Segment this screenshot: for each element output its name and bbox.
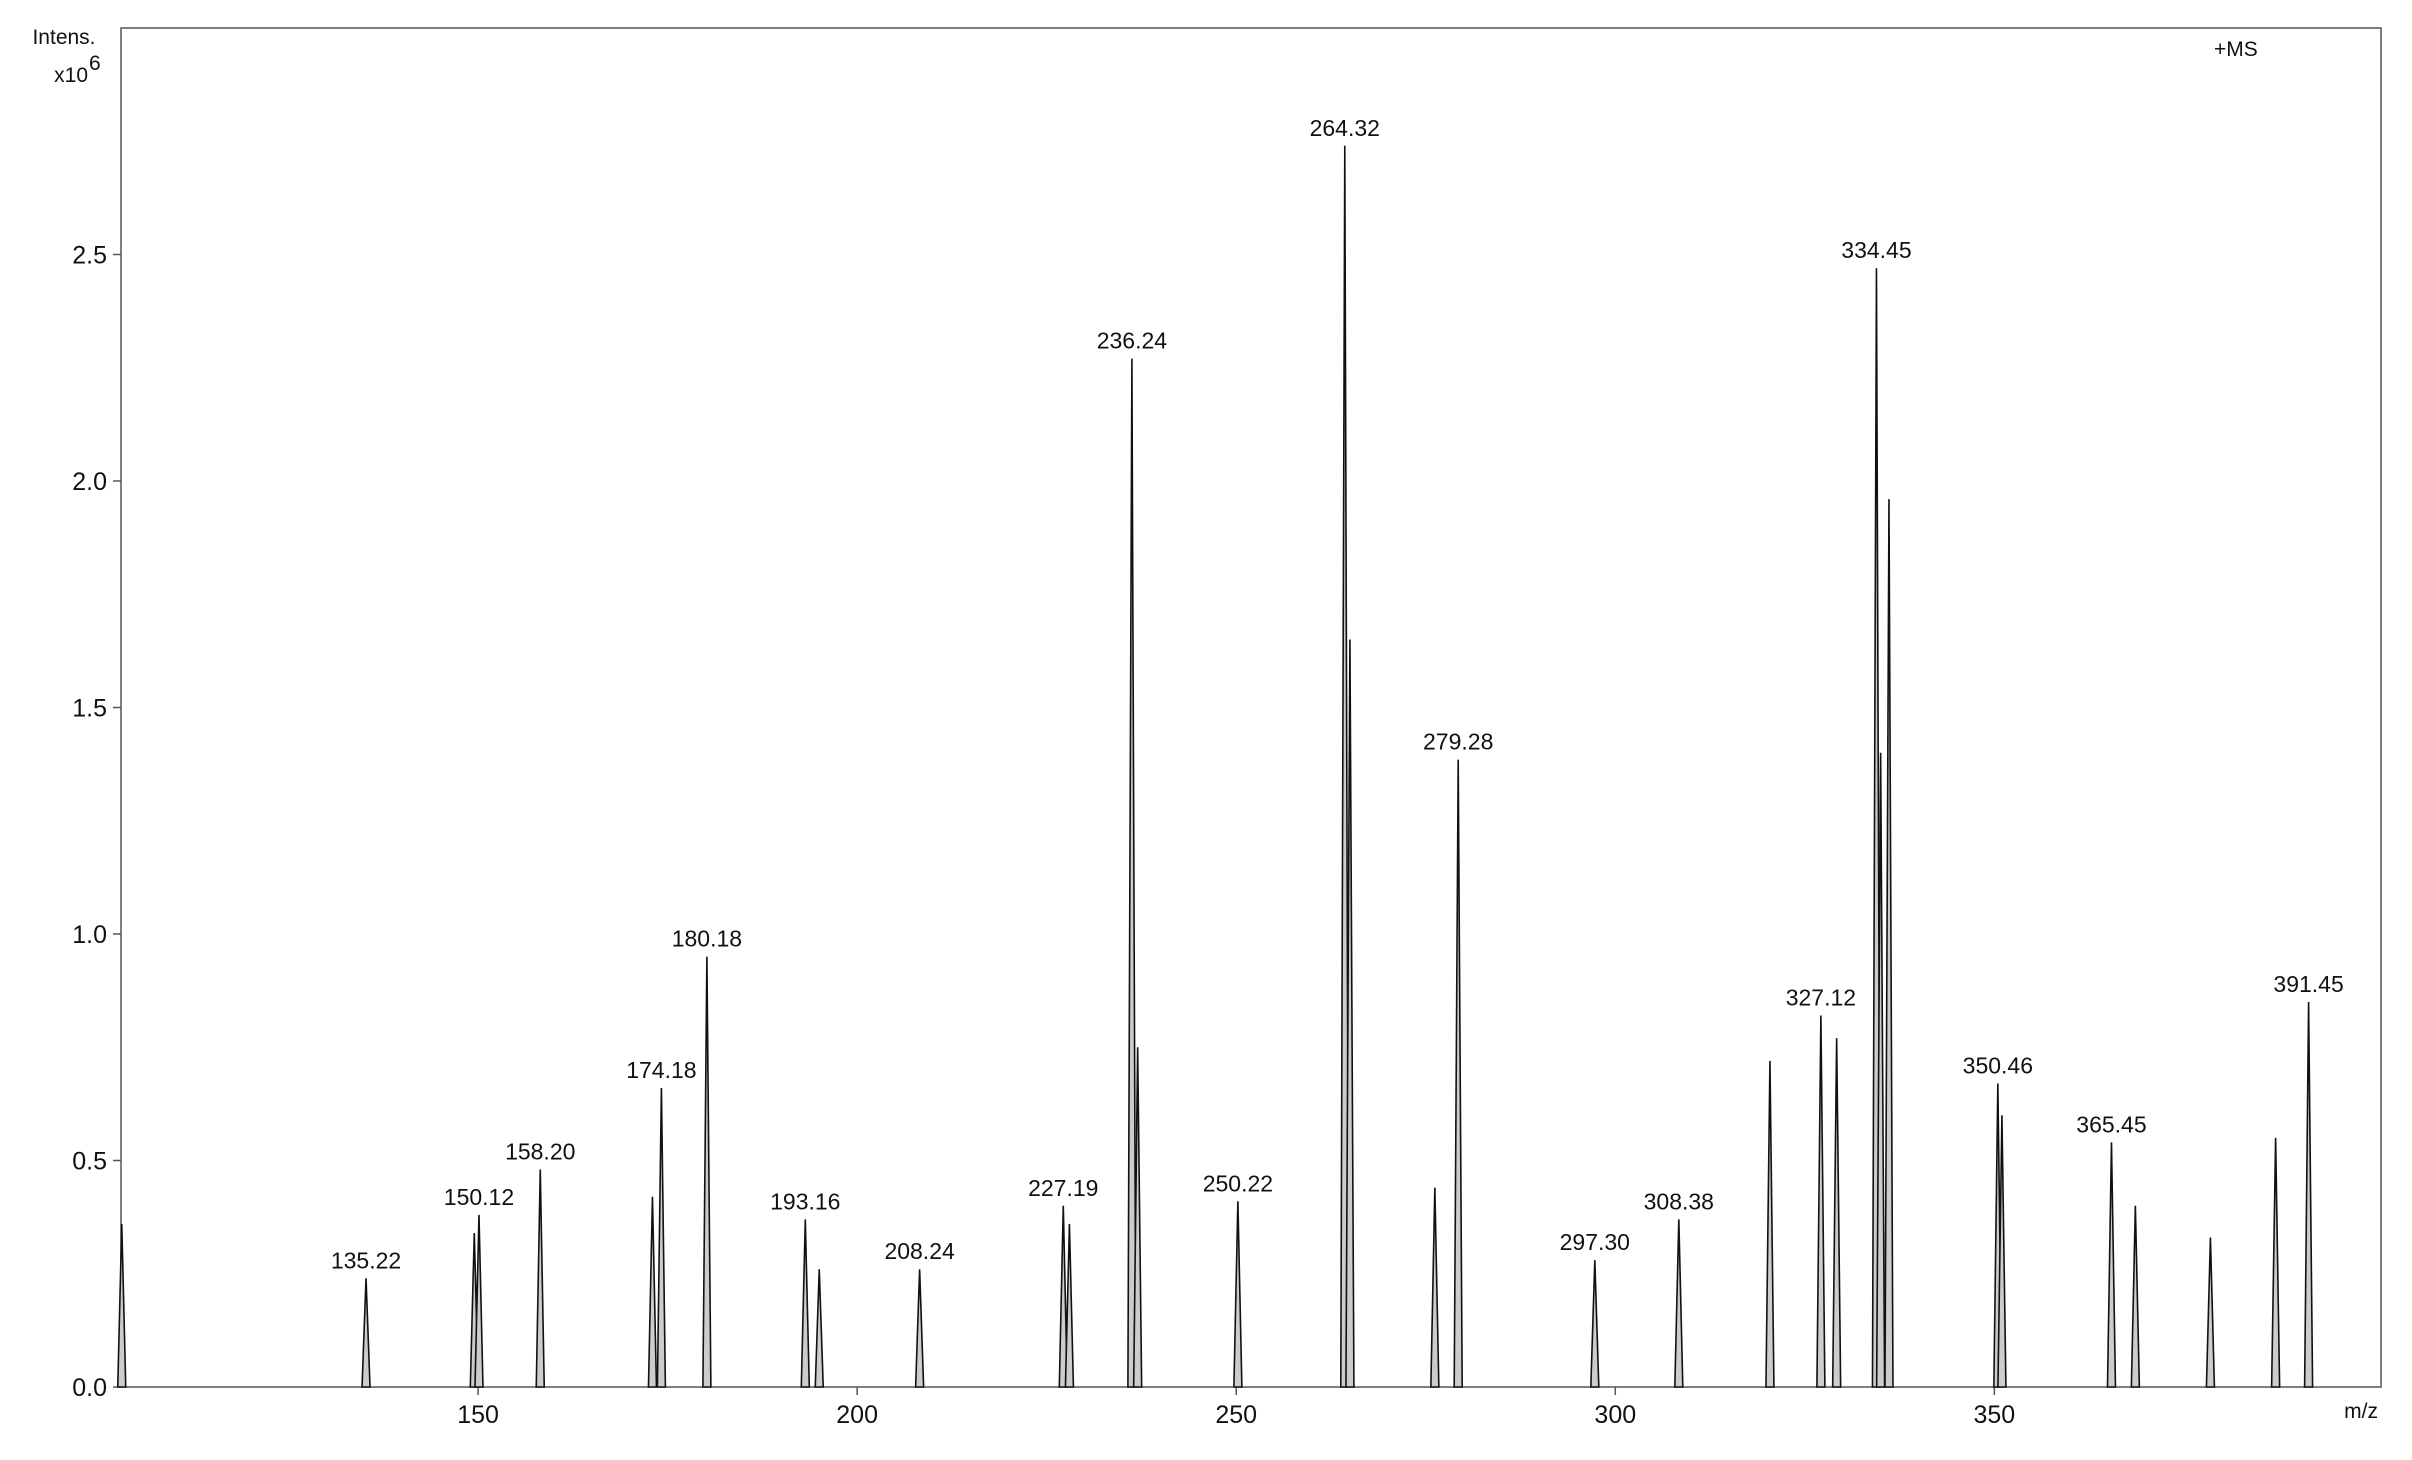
- x-tick-label: 300: [1594, 1401, 1636, 1429]
- peak: [1875, 752, 1886, 1388]
- peak-label: 350.46: [1963, 1052, 2033, 1078]
- x-tick-label: 350: [1973, 1401, 2015, 1429]
- peak: [702, 956, 712, 1388]
- peak-label: 135.22: [331, 1247, 401, 1273]
- peak: [2303, 1001, 2314, 1388]
- y-tick-label: 1.0: [72, 921, 107, 949]
- peak-label: 264.32: [1310, 115, 1380, 141]
- y-scale-exponent: 6: [89, 52, 101, 75]
- peak-label: 391.45: [2273, 971, 2343, 997]
- peak-label: 297.30: [1560, 1229, 1630, 1255]
- peak: [1058, 1205, 1069, 1388]
- peak: [474, 1214, 484, 1388]
- y-tick-label: 1.5: [72, 695, 107, 723]
- y-tick-label: 2.0: [72, 468, 107, 496]
- peak-label: 250.22: [1203, 1170, 1273, 1196]
- peak: [2205, 1237, 2216, 1388]
- peak-label: 334.45: [1841, 237, 1911, 263]
- peak: [800, 1219, 811, 1388]
- peak: [1453, 759, 1464, 1388]
- peak-label: 193.16: [770, 1188, 840, 1214]
- peak-label: 174.18: [626, 1057, 696, 1083]
- peak: [1674, 1219, 1684, 1388]
- peak-label: 236.24: [1097, 328, 1168, 354]
- x-tick-label: 250: [1215, 1401, 1257, 1429]
- mode-label: +MS: [2214, 38, 2258, 61]
- peak-label: 365.45: [2076, 1111, 2146, 1137]
- x-tick-label: 200: [836, 1401, 878, 1429]
- peak: [2106, 1142, 2117, 1388]
- peak: [116, 1223, 127, 1388]
- peak-label: 158.20: [505, 1139, 575, 1165]
- peak: [1064, 1223, 1075, 1388]
- peak: [814, 1269, 825, 1388]
- y-tick-label: 2.5: [72, 242, 107, 270]
- peak: [1831, 1038, 1842, 1388]
- y-scale-base: x10: [54, 64, 88, 87]
- peak: [1765, 1060, 1775, 1388]
- peak: [1997, 1115, 2007, 1388]
- peak: [1816, 1015, 1826, 1388]
- peak-label: 180.18: [672, 926, 742, 952]
- peak-label: 279.28: [1423, 729, 1493, 755]
- peak-label: 150.12: [444, 1184, 514, 1210]
- y-tick-label: 0.0: [72, 1374, 107, 1402]
- peak: [535, 1169, 546, 1388]
- peak-label: 227.19: [1028, 1175, 1098, 1201]
- peak: [1345, 639, 1355, 1388]
- peak: [2130, 1205, 2141, 1388]
- peak: [1233, 1201, 1243, 1388]
- peak: [2270, 1137, 2281, 1388]
- peak-label: 327.12: [1786, 985, 1856, 1011]
- x-tick-label: 150: [457, 1401, 499, 1429]
- peak: [1589, 1260, 1600, 1388]
- peak-label: 208.24: [884, 1238, 955, 1264]
- peak: [1884, 499, 1894, 1388]
- peak: [1127, 358, 1137, 1388]
- peak: [1339, 145, 1350, 1388]
- peak: [647, 1196, 658, 1388]
- peak: [914, 1269, 925, 1388]
- peak: [656, 1088, 667, 1388]
- peak-label: 308.38: [1644, 1188, 1714, 1214]
- y-tick-label: 0.5: [72, 1148, 107, 1176]
- x-axis-title: m/z: [2344, 1400, 2378, 1423]
- y-axis-title: Intens.: [32, 26, 95, 49]
- peak: [1132, 1047, 1143, 1388]
- peak: [361, 1278, 371, 1388]
- peak: [1430, 1187, 1440, 1388]
